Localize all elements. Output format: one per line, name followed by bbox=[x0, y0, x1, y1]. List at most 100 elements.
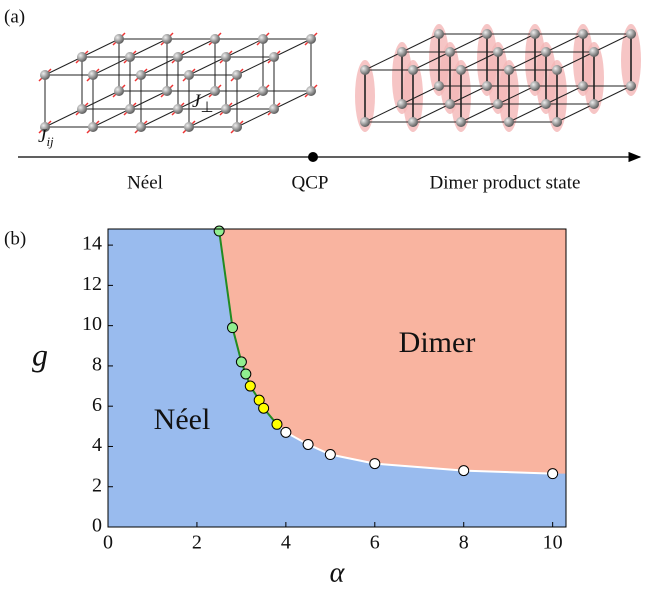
phase-label: Dimer product state bbox=[430, 172, 581, 193]
bond bbox=[82, 91, 119, 109]
site bbox=[232, 122, 242, 132]
bond bbox=[237, 109, 274, 127]
site bbox=[125, 52, 135, 62]
site bbox=[173, 52, 183, 62]
y-tick-label: 14 bbox=[82, 233, 102, 255]
data-point bbox=[325, 450, 335, 460]
site bbox=[136, 122, 146, 132]
site bbox=[530, 81, 540, 91]
subscript: ij bbox=[46, 134, 54, 149]
region-label: Néel bbox=[154, 403, 211, 436]
site bbox=[77, 104, 87, 114]
lattice bbox=[355, 24, 641, 132]
site bbox=[162, 34, 172, 44]
x-tick-label: 0 bbox=[103, 532, 113, 554]
bond bbox=[130, 91, 167, 109]
data-point bbox=[548, 469, 558, 479]
site bbox=[541, 99, 551, 109]
data-point bbox=[241, 369, 251, 379]
site bbox=[482, 29, 492, 39]
bond bbox=[274, 91, 311, 109]
phase-label: QCP bbox=[292, 172, 329, 193]
site bbox=[578, 81, 588, 91]
site bbox=[40, 70, 50, 80]
site bbox=[360, 117, 370, 127]
site bbox=[552, 65, 562, 75]
site bbox=[269, 52, 279, 62]
x-tick-label: 6 bbox=[370, 532, 380, 554]
bond bbox=[45, 109, 82, 127]
bond bbox=[93, 109, 130, 127]
lattice-illustrations bbox=[39, 24, 641, 133]
figure: (a) Néel QCP Dimer product state Jij J⊥ … bbox=[0, 0, 654, 590]
site bbox=[210, 34, 220, 44]
x-tick-label: 4 bbox=[281, 532, 291, 554]
site bbox=[504, 65, 514, 75]
site bbox=[162, 86, 172, 96]
site bbox=[434, 29, 444, 39]
y-tick-label: 4 bbox=[92, 434, 102, 456]
site bbox=[530, 29, 540, 39]
y-tick-label: 2 bbox=[92, 474, 102, 496]
data-point bbox=[228, 323, 238, 333]
y-tick-label: 12 bbox=[82, 273, 102, 295]
site bbox=[258, 34, 268, 44]
y-tick-label: 6 bbox=[92, 394, 102, 416]
site bbox=[552, 117, 562, 127]
site bbox=[210, 86, 220, 96]
site bbox=[445, 99, 455, 109]
bond bbox=[226, 39, 263, 57]
data-point bbox=[370, 459, 380, 469]
qcp-dot bbox=[308, 152, 318, 162]
bond bbox=[237, 57, 274, 75]
site bbox=[434, 81, 444, 91]
site bbox=[258, 86, 268, 96]
site bbox=[269, 104, 279, 114]
site bbox=[408, 117, 418, 127]
site bbox=[493, 47, 503, 57]
bond bbox=[130, 39, 167, 57]
site bbox=[306, 34, 316, 44]
lattice bbox=[39, 33, 317, 133]
bond bbox=[82, 39, 119, 57]
coupling-label: Jij bbox=[38, 126, 54, 149]
site bbox=[136, 70, 146, 80]
site bbox=[589, 47, 599, 57]
site bbox=[482, 81, 492, 91]
x-tick-label: 2 bbox=[192, 532, 202, 554]
site bbox=[397, 99, 407, 109]
data-point bbox=[281, 427, 291, 437]
x-tick-label: 10 bbox=[543, 532, 563, 554]
bond bbox=[189, 57, 226, 75]
site bbox=[114, 34, 124, 44]
bond bbox=[141, 109, 178, 127]
y-tick-label: 0 bbox=[92, 515, 102, 537]
site bbox=[221, 104, 231, 114]
site bbox=[221, 52, 231, 62]
data-point bbox=[259, 403, 269, 413]
data-point bbox=[214, 226, 224, 236]
site bbox=[493, 99, 503, 109]
site bbox=[114, 86, 124, 96]
site bbox=[504, 117, 514, 127]
region-label: Dimer bbox=[399, 326, 476, 359]
data-point bbox=[272, 419, 282, 429]
site bbox=[360, 65, 370, 75]
panel-label: (b) bbox=[4, 228, 26, 249]
x-axis-label: α bbox=[330, 557, 346, 588]
site bbox=[306, 86, 316, 96]
y-tick-label: 8 bbox=[92, 354, 102, 376]
site bbox=[173, 104, 183, 114]
site bbox=[541, 47, 551, 57]
site bbox=[445, 47, 455, 57]
site bbox=[589, 99, 599, 109]
data-point bbox=[245, 381, 255, 391]
site bbox=[578, 29, 588, 39]
site bbox=[77, 52, 87, 62]
bond bbox=[93, 57, 130, 75]
bond bbox=[45, 57, 82, 75]
bond bbox=[141, 57, 178, 75]
data-point bbox=[303, 439, 313, 449]
site bbox=[88, 122, 98, 132]
